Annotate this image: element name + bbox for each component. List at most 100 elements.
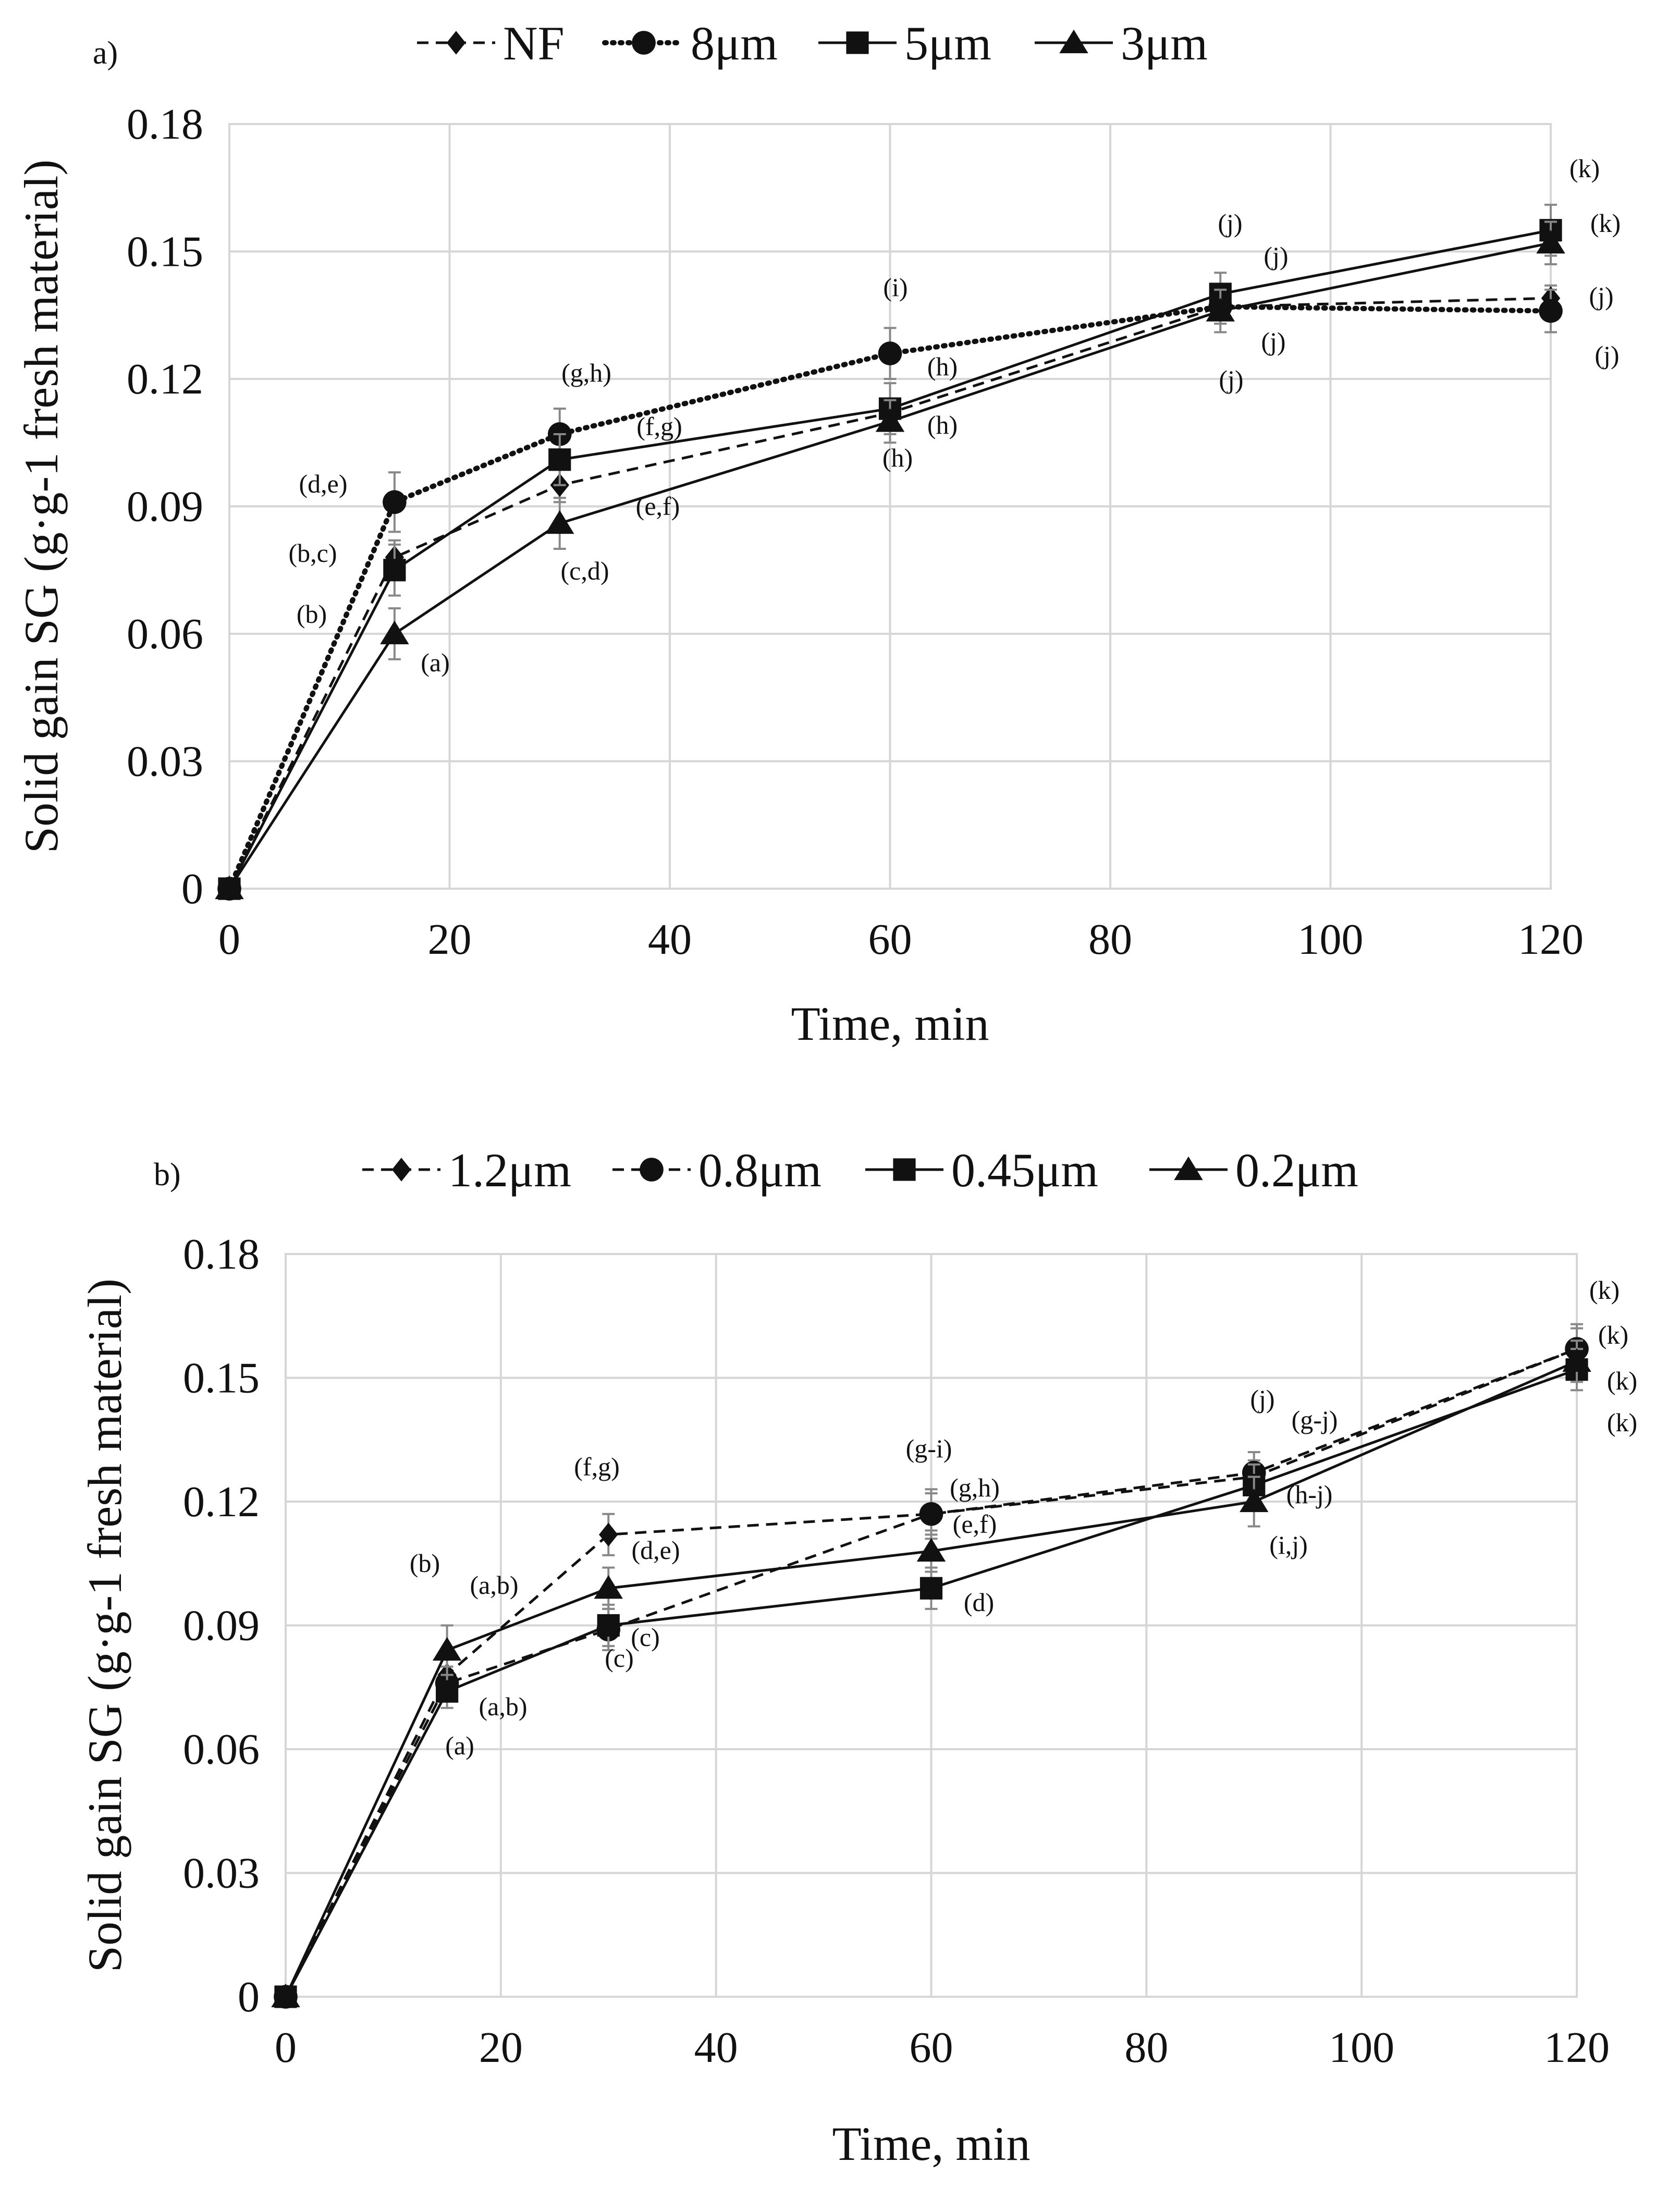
x-tick-label: 0 bbox=[275, 2023, 297, 2072]
significance-label: (d,e) bbox=[632, 1535, 680, 1565]
legend-marker bbox=[1059, 29, 1088, 54]
significance-label: (g,h) bbox=[561, 358, 611, 387]
x-tick-label: 100 bbox=[1298, 915, 1364, 964]
legend-label: 0.45μm bbox=[951, 1144, 1098, 1197]
chart-panel-a: a) 0 0.03 0.06 0.09 0.12 0.15 0.18 0 20 40 60 80 100 1… bbox=[0, 0, 1680, 1092]
significance-label: (c) bbox=[631, 1623, 660, 1652]
significance-label: (k) bbox=[1589, 1275, 1620, 1305]
y-tick-label: 0.06 bbox=[183, 1725, 260, 1774]
y-tick-label: 0.06 bbox=[127, 610, 203, 658]
series-line bbox=[228, 297, 1551, 890]
significance-label: (f,g) bbox=[574, 1452, 619, 1481]
legend-label: 1.2μm bbox=[448, 1144, 571, 1197]
x-tick-label: 20 bbox=[428, 915, 472, 964]
legend: NF 8μm 5μm 3μm bbox=[417, 17, 1208, 70]
data-point bbox=[380, 620, 409, 645]
significance-label: (i) bbox=[883, 273, 908, 302]
x-tick-label: 40 bbox=[648, 915, 692, 964]
significance-label: (k) bbox=[1598, 1320, 1628, 1349]
significance-label: (j) bbox=[1589, 281, 1613, 311]
y-tick-label: 0.03 bbox=[127, 738, 203, 786]
data-point bbox=[1539, 299, 1563, 323]
significance-label: (g-i) bbox=[906, 1434, 952, 1463]
significance-label: (b,c) bbox=[289, 538, 337, 568]
legend-marker bbox=[893, 1158, 916, 1181]
legend-marker bbox=[1174, 1156, 1203, 1181]
data-point bbox=[878, 341, 902, 365]
data-point bbox=[1562, 1348, 1591, 1372]
y-tick-label: 0 bbox=[181, 865, 203, 913]
series-line bbox=[284, 1347, 1577, 1998]
x-axis-label: Time, min bbox=[791, 997, 989, 1050]
series-2 bbox=[218, 203, 1562, 900]
significance-label: (j) bbox=[1595, 340, 1619, 370]
x-tick-label: 120 bbox=[1544, 2023, 1610, 2072]
chart-panel-b: b) 0 0.03 0.06 0.09 0.12 0.15 0.18 0 20 40 60 80 100 1… bbox=[0, 1092, 1680, 2184]
data-point bbox=[436, 1680, 459, 1703]
y-tick-label: 0.09 bbox=[183, 1602, 260, 1650]
chart-b-svg: b) 0 0.03 0.06 0.09 0.12 0.15 0.18 0 20 40 60 80 100 1… bbox=[78, 1144, 1637, 2170]
legend-label: NF bbox=[503, 17, 565, 70]
gridlines bbox=[228, 123, 1552, 890]
panel-label: a) bbox=[93, 35, 118, 71]
legend-label: 8μm bbox=[691, 17, 778, 70]
significance-label: (k) bbox=[1607, 1366, 1637, 1395]
legend-label: 0.8μm bbox=[698, 1144, 821, 1197]
y-tick-label: 0.12 bbox=[127, 355, 203, 403]
data-point bbox=[271, 1983, 300, 2008]
data-point bbox=[1536, 230, 1565, 254]
data-point bbox=[875, 408, 905, 432]
y-tick-label: 0.15 bbox=[127, 228, 203, 276]
annotations: (d,e) (b,c) (b) (a) (g,h) (f,g) (e,f) (c,d) (i) (… bbox=[289, 154, 1621, 677]
series-line bbox=[227, 304, 1553, 891]
x-tick-label: 80 bbox=[1124, 2023, 1168, 2072]
data-point bbox=[1240, 1488, 1269, 1513]
y-tick-label: 0.18 bbox=[183, 1230, 260, 1279]
significance-label: (h-j) bbox=[1286, 1480, 1333, 1509]
data-point bbox=[548, 448, 571, 471]
significance-label: (f,g) bbox=[636, 412, 682, 441]
significance-label: (j) bbox=[1219, 365, 1243, 394]
significance-label: (k) bbox=[1590, 208, 1621, 238]
legend-marker bbox=[391, 1158, 411, 1182]
legend-marker bbox=[632, 31, 656, 55]
data-point bbox=[383, 490, 407, 514]
significance-label: (k) bbox=[1569, 154, 1600, 183]
series-line bbox=[284, 1368, 1577, 1998]
data-point bbox=[1206, 298, 1235, 322]
data-point bbox=[599, 1522, 618, 1547]
data-point bbox=[919, 1577, 943, 1600]
annotations: (b)(a,b)(a,b)(a)(f,g)(d,e)(c)(c)(g-i)(g,… bbox=[410, 1275, 1637, 1760]
series-line bbox=[228, 229, 1551, 890]
y-tick-label: 0 bbox=[238, 1973, 260, 2021]
series-3 bbox=[215, 220, 1565, 900]
significance-label: (i,j) bbox=[1269, 1530, 1308, 1559]
data-point bbox=[594, 1575, 623, 1599]
significance-label: (a) bbox=[445, 1731, 474, 1760]
legend-marker bbox=[446, 31, 466, 55]
y-tick-label: 0.18 bbox=[127, 100, 203, 149]
data-point bbox=[432, 1637, 462, 1661]
y-axis-label: Solid gain SG (g·g-1 fresh material) bbox=[78, 1279, 131, 1972]
significance-label: (j) bbox=[1218, 208, 1242, 238]
legend-marker bbox=[640, 1158, 664, 1182]
data-point bbox=[545, 510, 574, 534]
significance-label: (j) bbox=[1250, 1384, 1274, 1414]
significance-label: (k) bbox=[1607, 1408, 1637, 1437]
legend: 1.2μm 0.8μm 0.45μm 0.2μm bbox=[362, 1144, 1358, 1197]
significance-label: (b) bbox=[297, 599, 327, 629]
y-tick-label: 0.03 bbox=[183, 1849, 260, 1898]
series-3 bbox=[271, 1340, 1591, 2008]
significance-label: (g-j) bbox=[1292, 1405, 1338, 1434]
y-tick-label: 0.15 bbox=[183, 1354, 260, 1403]
significance-label: (c) bbox=[605, 1643, 634, 1673]
x-axis-label: Time, min bbox=[832, 2117, 1030, 2170]
significance-label: (c,d) bbox=[561, 556, 609, 585]
significance-label: (a,b) bbox=[479, 1692, 528, 1721]
significance-label: (g,h) bbox=[950, 1473, 1000, 1502]
x-tick-label: 80 bbox=[1088, 915, 1132, 964]
significance-label: (b) bbox=[410, 1549, 440, 1578]
significance-label: (h) bbox=[927, 410, 958, 439]
data-point bbox=[215, 875, 244, 900]
y-axis-label: Solid gain SG (g·g-1 fresh material) bbox=[15, 159, 68, 853]
